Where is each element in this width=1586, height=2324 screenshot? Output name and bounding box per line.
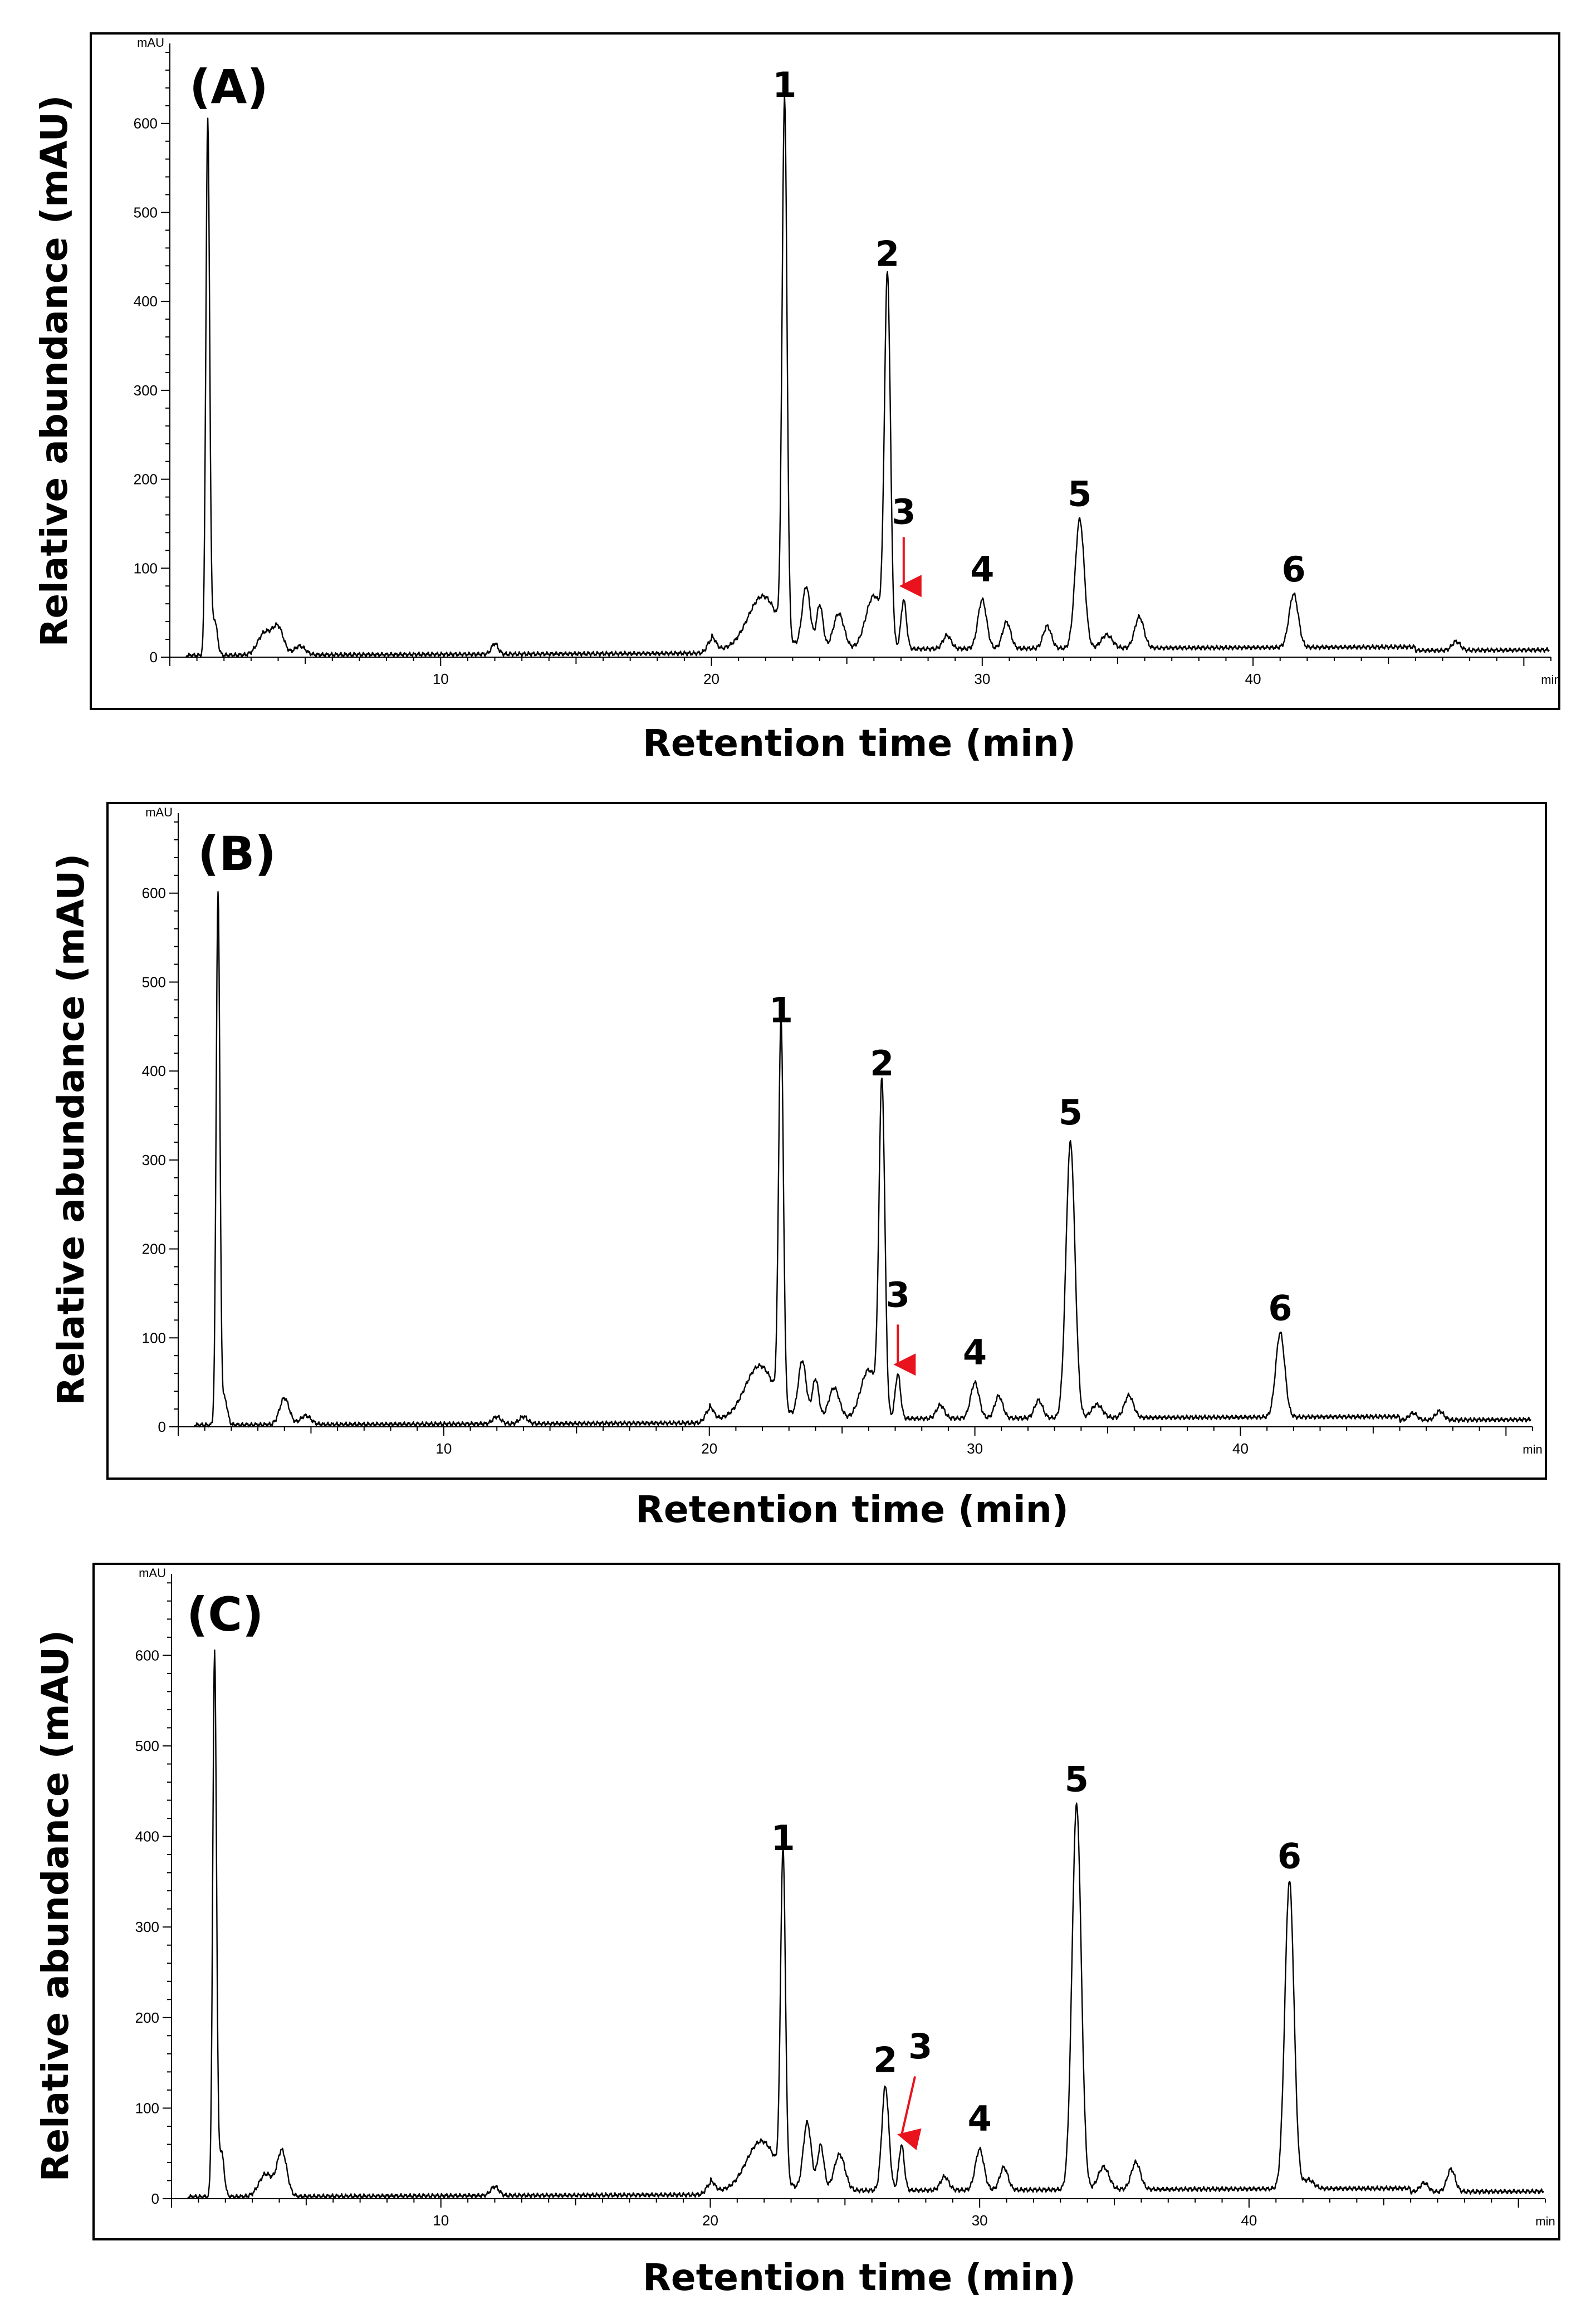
panel-c-peak-label-4: 4 [968,2098,992,2139]
panel-b-x-unit: min [1523,1442,1542,1456]
panel-b-y-tick-label: 200 [142,1241,166,1258]
panel-b-y-tick-label: 600 [142,885,166,902]
panel-b-y-unit: mAU [145,805,173,819]
panel-a-chromatogram-trace [185,95,1550,658]
panel-b-y-tick-label: 400 [142,1063,166,1079]
panel-b-peak-label-5: 5 [1059,1092,1083,1133]
panel-a-y-tick-label: 500 [134,204,158,221]
panel-b-y-axis-label: Relative abundance (mAU) [50,854,92,1406]
panel-c-peak-label-2: 2 [873,2039,897,2080]
panel-a-x-tick-label: 40 [1245,671,1261,687]
panel-c-x-tick-label: 20 [702,2212,718,2229]
panel-c-peak-label-5: 5 [1065,1759,1089,1799]
panel-b-frame [106,802,1547,1480]
panel-a-y-tick-label: 0 [150,649,158,666]
panel-c-plot: 0 100 200 300 400 500 600 mAU 10 20 30 40 min (C) 1 2 34… [135,1566,1555,2229]
panel-c-y-tick-label: 600 [135,1647,159,1664]
panel-b-y-tick-label: 100 [142,1329,166,1346]
panel-c-peak-label-6: 6 [1277,1836,1301,1876]
panel-a-x-tick-label: 10 [433,671,449,687]
panel-c-y-tick-label: 400 [135,1828,159,1845]
panel-b-peak-label-2: 2 [870,1043,894,1084]
panel-c-y-unit: mAU [139,1566,166,1580]
panel-a-peak-label-4: 4 [970,549,994,590]
panel-a-peak-label-2: 2 [875,233,899,274]
panel-a-y-tick-label: 100 [134,560,158,576]
panel-b-peak-label-3: 3 [886,1274,910,1315]
panel-a-x-axis-label: Retention time (min) [643,722,1076,765]
panel-a-y-tick-label: 200 [134,471,158,488]
panel-b-peak-label-4: 4 [963,1332,987,1373]
panel-b-plot: 0 100 200 300 400 500 600 mAU 10 20 30 40 min (B) 1 2 3 4… [142,805,1543,1457]
panel-b-x-axis-label: Retention time (min) [635,1488,1069,1531]
panel-b: Relative abundance (mAU) Retention time … [50,802,1547,1531]
panel-a-x-tick-label: 30 [974,671,990,687]
panel-a-y-tick-label: 300 [134,382,158,399]
panel-c-x-tick-label: 10 [433,2212,449,2229]
panel-a: Relative abundance (mAU) Retention time … [33,32,1561,765]
panel-a-x-tick-label: 20 [703,671,719,687]
panel-b-peak-label-1: 1 [769,990,793,1030]
panel-a-plot: 0 100 200 300 400 500 600 mAU 10 20 30 40 min (A) 1 2 3 4… [134,36,1561,687]
panel-c-frame [92,1563,1560,2240]
panel-b-y-tick-label: 500 [142,973,166,990]
panel-c-x-axis-label: Retention time (min) [643,2256,1076,2299]
panel-b-label: (B) [198,826,276,881]
panel-b-x-tick-label: 10 [435,1440,452,1457]
panel-b-x-tick-label: 40 [1232,1440,1249,1457]
panel-b-chromatogram-trace [193,891,1532,1428]
panel-a-peak-label-1: 1 [772,65,796,105]
panel-a-y-tick-label: 600 [134,115,158,132]
panel-a-y-tick-label: 400 [134,293,158,310]
panel-c-y-tick-label: 200 [135,2009,159,2026]
panel-c-y-axis-label: Relative abundance (mAU) [34,1630,77,2182]
panel-a-y-unit: mAU [137,36,164,50]
panel-a-peak-label-5: 5 [1068,473,1091,514]
panel-b-y-tick-label: 0 [158,1418,166,1435]
panel-a-peak-label-6: 6 [1281,549,1305,590]
panel-a-x-unit: min [1541,673,1560,687]
panel-c-y-tick-label: 100 [135,2100,159,2116]
panel-a-peak-label-3: 3 [892,491,916,532]
panel-c-label: (C) [187,1587,263,1642]
panel-c-x-tick-label: 40 [1241,2212,1257,2229]
panel-c-x-unit: min [1535,2214,1555,2228]
panel-c: Relative abundance (mAU) Retention time … [34,1563,1560,2299]
panel-b-x-tick-label: 20 [701,1440,717,1457]
panel-c-chromatogram-trace [187,1649,1545,2200]
panel-c-peak-label-1: 1 [771,1818,795,1858]
panel-a-y-axis-label: Relative abundance (mAU) [33,95,76,647]
panel-c-y-tick-label: 500 [135,1738,159,1754]
panel-b-y-tick-label: 300 [142,1152,166,1168]
panel-c-x-tick-label: 30 [972,2212,988,2229]
panel-b-peak-label-6: 6 [1268,1288,1292,1328]
panel-b-x-tick-label: 30 [967,1440,983,1457]
panel-a-label: (A) [189,60,268,114]
panel-c-y-tick-label: 300 [135,1919,159,1935]
panel-c-y-tick-label: 0 [151,2190,159,2207]
panel-a-frame [90,32,1560,710]
panel-c-peak-label-3: 3 [908,2026,932,2067]
panel-c-peak-3-arrow [897,2076,922,2150]
